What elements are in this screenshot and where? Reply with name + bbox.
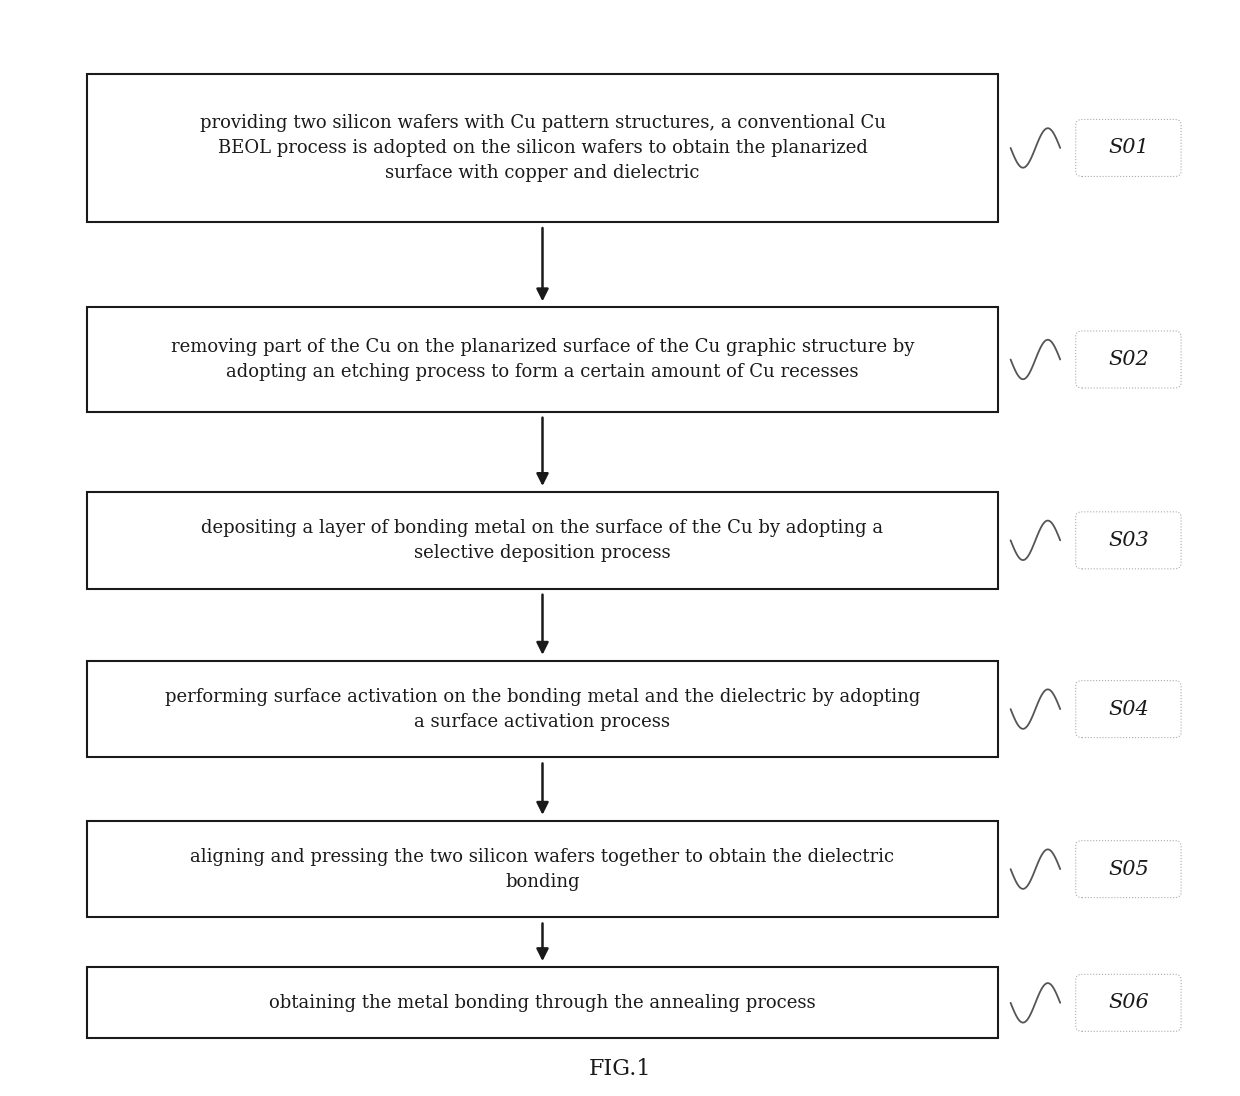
FancyBboxPatch shape bbox=[1076, 119, 1180, 176]
Text: S04: S04 bbox=[1109, 699, 1148, 719]
FancyBboxPatch shape bbox=[87, 75, 998, 222]
Text: S06: S06 bbox=[1109, 993, 1148, 1013]
Text: obtaining the metal bonding through the annealing process: obtaining the metal bonding through the … bbox=[269, 994, 816, 1012]
Text: S01: S01 bbox=[1109, 138, 1148, 158]
Text: S02: S02 bbox=[1109, 350, 1148, 369]
FancyBboxPatch shape bbox=[87, 307, 998, 411]
FancyBboxPatch shape bbox=[1076, 331, 1180, 388]
FancyBboxPatch shape bbox=[87, 492, 998, 589]
Text: performing surface activation on the bonding metal and the dielectric by adoptin: performing surface activation on the bon… bbox=[165, 687, 920, 731]
FancyBboxPatch shape bbox=[1076, 841, 1180, 898]
FancyBboxPatch shape bbox=[87, 661, 998, 757]
FancyBboxPatch shape bbox=[1076, 681, 1180, 738]
FancyBboxPatch shape bbox=[87, 821, 998, 917]
Text: depositing a layer of bonding metal on the surface of the Cu by adopting a
selec: depositing a layer of bonding metal on t… bbox=[201, 518, 884, 562]
Text: removing part of the Cu on the planarized surface of the Cu graphic structure by: removing part of the Cu on the planarize… bbox=[171, 338, 914, 381]
Text: S05: S05 bbox=[1109, 859, 1148, 879]
Text: FIG.1: FIG.1 bbox=[589, 1058, 651, 1080]
FancyBboxPatch shape bbox=[87, 968, 998, 1039]
FancyBboxPatch shape bbox=[1076, 512, 1180, 569]
Text: S03: S03 bbox=[1109, 530, 1148, 550]
Text: aligning and pressing the two silicon wafers together to obtain the dielectric
b: aligning and pressing the two silicon wa… bbox=[191, 847, 894, 891]
FancyBboxPatch shape bbox=[1076, 974, 1180, 1031]
Text: providing two silicon wafers with Cu pattern structures, a conventional Cu
BEOL : providing two silicon wafers with Cu pat… bbox=[200, 114, 885, 182]
